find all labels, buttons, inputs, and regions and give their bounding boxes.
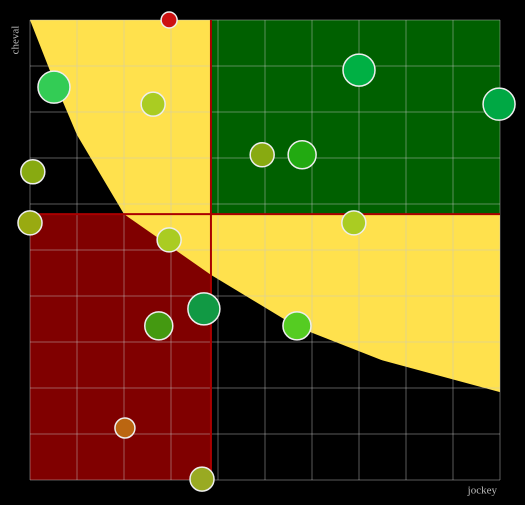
bubble	[249, 142, 275, 168]
bubble	[189, 466, 215, 492]
plot-area	[17, 11, 516, 492]
bubble	[20, 159, 46, 185]
bubble	[114, 417, 136, 439]
bubble	[17, 210, 43, 236]
high-quadrant	[210, 20, 500, 215]
x-axis-label: jockey	[467, 485, 498, 497]
bubble	[482, 87, 516, 121]
bubble	[140, 91, 166, 117]
bubble	[144, 311, 174, 341]
bubble	[160, 11, 178, 29]
y-axis-label: cheval	[10, 26, 22, 55]
bubble	[37, 70, 71, 104]
bubble	[341, 210, 367, 236]
bubble	[342, 53, 376, 87]
bubble	[156, 227, 182, 253]
bubble	[187, 292, 221, 326]
bubble	[287, 140, 317, 170]
bubble	[282, 311, 312, 341]
